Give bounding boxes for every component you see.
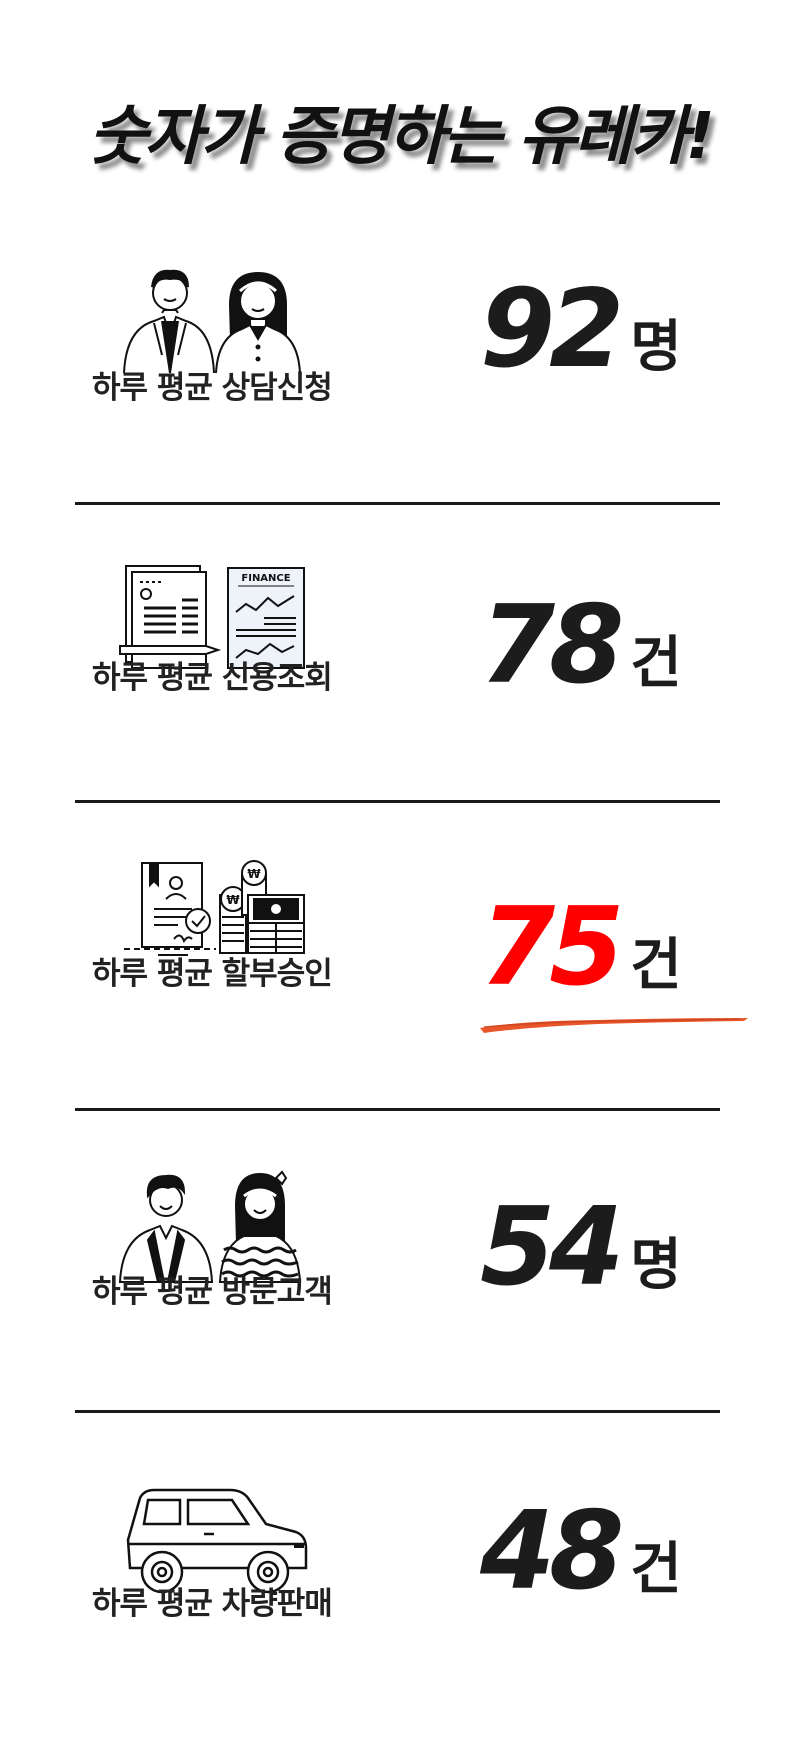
- stat-value-group: 75 건: [480, 894, 760, 1002]
- stat-unit: 건: [630, 631, 682, 696]
- stat-unit: 명: [630, 315, 682, 380]
- stat-credit-check: FINANCE 하루 평균 신용조회 78 건: [0, 550, 800, 850]
- stat-label: 하루 평균 상담신청: [92, 370, 333, 406]
- stat-number: 75: [480, 885, 624, 1010]
- stat-label: 하루 평균 할부승인: [92, 956, 333, 992]
- stat-number: 54: [480, 1185, 624, 1310]
- consultation-people-icon: [118, 255, 318, 375]
- stat-value-group: 54 명: [480, 1194, 760, 1302]
- divider: [75, 800, 720, 803]
- stat-unit: 건: [630, 1537, 682, 1602]
- finance-doc-text: FINANCE: [241, 573, 290, 584]
- svg-text:₩: ₩: [247, 867, 261, 881]
- page-title: 숫자가 증명하는 유레카!: [88, 99, 715, 174]
- installment-approval-icon: ₩ ₩: [118, 855, 318, 975]
- stat-visitors: 하루 평균 방문고객 54 명: [0, 1158, 800, 1458]
- finance-documents-icon: FINANCE: [118, 560, 318, 680]
- stat-consultation: 하루 평균 상담신청 92 명: [0, 240, 800, 540]
- divider: [75, 1410, 720, 1413]
- brush-underline: [480, 1018, 748, 1033]
- stat-value-group: 48 건: [480, 1498, 760, 1606]
- car-icon: [118, 1484, 318, 1604]
- stat-unit: 명: [630, 1233, 682, 1298]
- stat-unit: 건: [630, 933, 682, 998]
- stat-number: 48: [480, 1489, 624, 1614]
- stat-label: 하루 평균 방문고객: [92, 1274, 333, 1310]
- stat-number: 92: [480, 267, 624, 392]
- svg-text:₩: ₩: [226, 893, 240, 907]
- stat-number: 78: [480, 583, 624, 708]
- stat-vehicle-sales: 하루 평균 차량판매 48 건: [0, 1460, 800, 1760]
- stat-value-group: 78 건: [480, 592, 760, 700]
- stat-value-group: 92 명: [480, 276, 760, 384]
- divider: [75, 1108, 720, 1111]
- divider: [75, 502, 720, 505]
- stat-label: 하루 평균 신용조회: [92, 660, 333, 696]
- stat-label: 하루 평균 차량판매: [92, 1586, 333, 1622]
- stat-installment-approval: ₩ ₩: [0, 850, 800, 1150]
- visitor-people-icon: [118, 1166, 318, 1286]
